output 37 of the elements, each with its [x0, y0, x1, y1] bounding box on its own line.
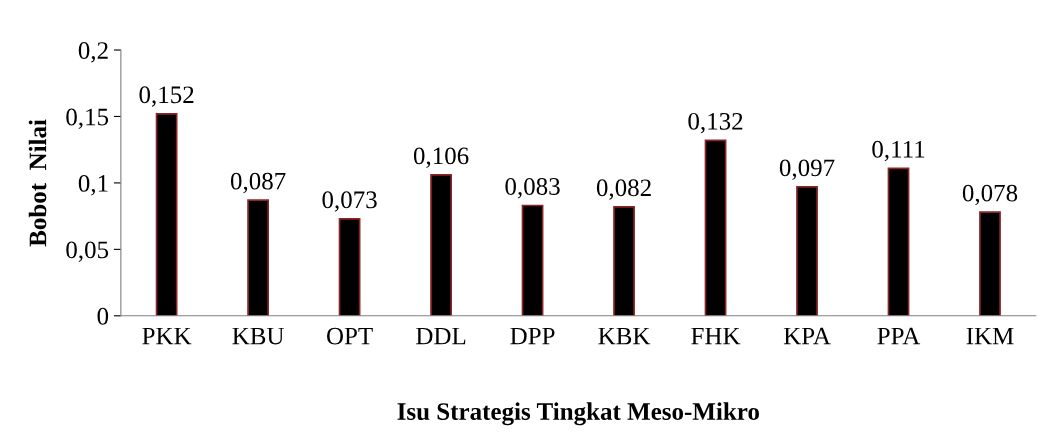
data-label: 0,087 — [230, 172, 286, 194]
x-tick-label: DPP — [510, 327, 555, 345]
y-tick-label: 0,05 — [66, 241, 109, 262]
x-tick-label: OPT — [327, 327, 373, 345]
bar — [887, 167, 910, 316]
data-label: 0,078 — [962, 184, 1018, 206]
data-label: 0,106 — [413, 147, 469, 168]
bar — [613, 206, 635, 316]
bar — [247, 199, 270, 316]
data-label: 0,073 — [322, 191, 377, 212]
bar — [979, 211, 1001, 316]
x-tick-label: DDL — [416, 327, 466, 345]
y-axis-title: Bobot Nilai — [28, 119, 47, 247]
data-label: 0,097 — [779, 159, 835, 180]
x-tick-label: KBK — [598, 327, 651, 345]
data-label: 0,082 — [596, 179, 651, 200]
bar — [155, 112, 178, 316]
bar — [704, 139, 727, 316]
x-axis-title: Isu Strategis Tingkat Meso-Mikro — [397, 402, 759, 426]
x-tick-label: KBU — [232, 327, 284, 345]
x-tick-label: PKK — [142, 327, 192, 345]
x-tick-label: FHK — [691, 327, 741, 345]
data-label: 0,132 — [688, 112, 743, 134]
y-tick-label: 0,2 — [78, 42, 108, 63]
bar — [338, 217, 361, 316]
x-tick-label: KPA — [783, 327, 831, 345]
x-tick-label: PPA — [877, 327, 921, 345]
data-label: 0,152 — [139, 86, 194, 107]
bar — [430, 174, 452, 316]
y-tick-label: 0,15 — [66, 108, 109, 129]
y-tick-label: 0 — [97, 307, 109, 325]
y-tick-label: 0,1 — [78, 174, 108, 196]
data-label: 0,083 — [505, 178, 560, 199]
x-tick-label: IKM — [966, 327, 1014, 345]
bar — [796, 186, 818, 316]
bar — [521, 204, 544, 316]
data-label: 0,111 — [872, 140, 925, 162]
